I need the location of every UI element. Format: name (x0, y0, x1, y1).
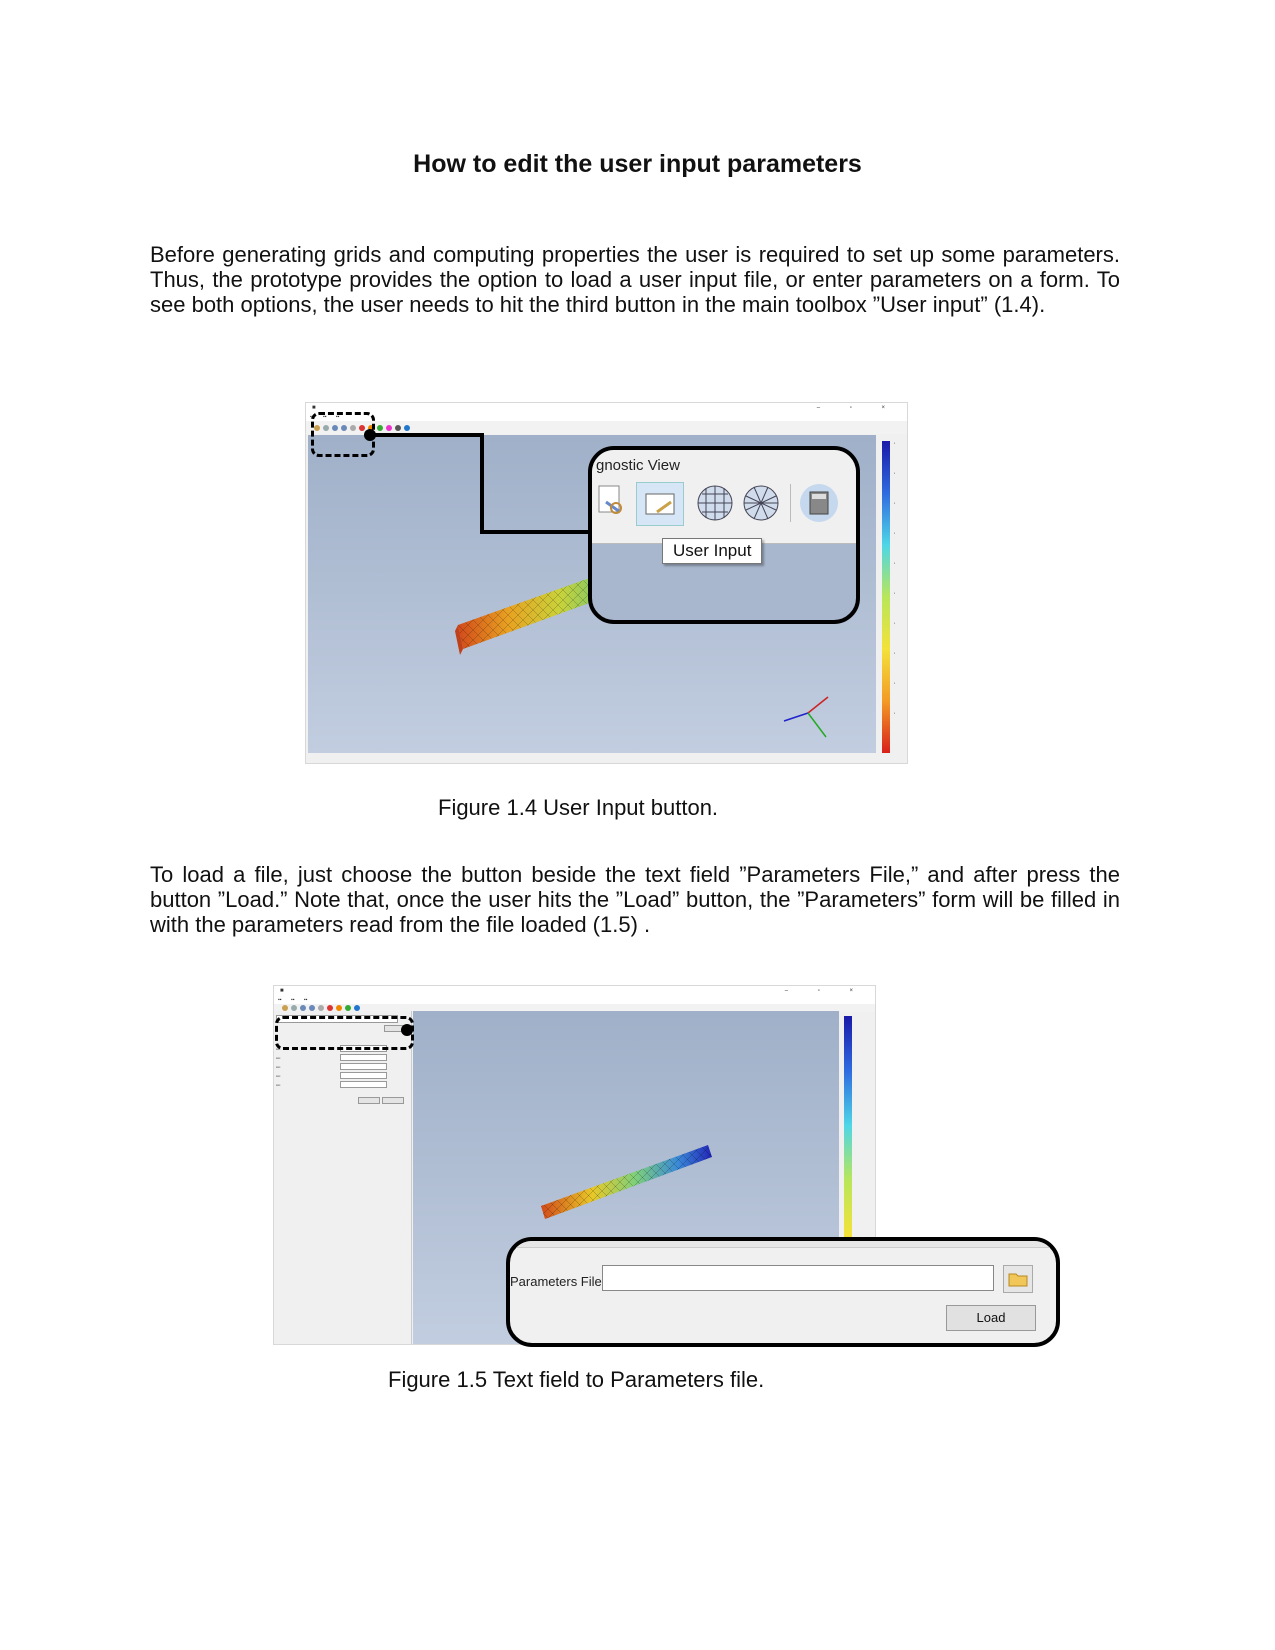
parameters-file-label: Parameters File (510, 1274, 602, 1289)
colorbar-tick-labels: ▪ ▪ ▪ ▪ ▪ ▪ ▪ ▪ ▪ ▪ (894, 441, 896, 715)
parameters-file-highlight-box (275, 1016, 414, 1050)
param-row: ▪▪▪▪ (276, 1056, 281, 1060)
user-input-button[interactable] (636, 482, 684, 526)
open-file-icon (596, 482, 628, 520)
figure-1-caption: Figure 1.4 User Input button. (438, 795, 719, 820)
grid-button[interactable] (696, 484, 734, 527)
tool-icon (327, 1005, 333, 1011)
parameters-file-input[interactable] (602, 1265, 994, 1291)
info-icon (354, 1005, 360, 1011)
param-field (340, 1054, 387, 1061)
mesh-icon (743, 485, 779, 521)
main-toolbar (274, 1004, 875, 1012)
open-file-icon (314, 424, 320, 431)
page-title: How to edit the user input parameters (413, 150, 862, 178)
load-button[interactable]: Load (946, 1305, 1036, 1331)
app-menubar: ▪▪ ▪▪ ▪▪ (274, 996, 875, 1004)
folder-icon (1008, 1273, 1028, 1287)
tool-icon (345, 1005, 351, 1011)
user-input-icon (645, 493, 675, 515)
zoomed-toolbar-callout: gnostic View User Input (588, 446, 860, 624)
browse-button[interactable] (1003, 1265, 1033, 1293)
param-row: ▪▪▪▪ (276, 1047, 281, 1051)
connector-dot (401, 1024, 413, 1036)
grid-icon (300, 1005, 306, 1011)
mesh-render (541, 1145, 712, 1219)
figure-2-caption: Figure 1.5 Text field to Parameters file… (388, 1367, 765, 1392)
app-icon: ■ (312, 405, 316, 411)
mini-ok-button (358, 1097, 380, 1104)
zoomed-toolbar: gnostic View (592, 450, 856, 544)
tool-icon (336, 1005, 342, 1011)
mini-cancel-button (382, 1097, 404, 1104)
tool-icon (359, 424, 365, 431)
tool-icon (368, 424, 374, 431)
scalar-colorbar (882, 441, 890, 753)
mesh-icon (309, 1005, 315, 1011)
menu-item: ▪▪ (278, 997, 282, 1003)
user-input-tooltip: User Input (662, 538, 763, 564)
app-titlebar: ■ – ▫ × (306, 403, 907, 413)
calculator-icon (318, 1005, 324, 1011)
info-icon (404, 424, 410, 431)
tool-icon (386, 424, 392, 431)
app-icon: ■ (280, 988, 284, 994)
axes-gizmo (783, 696, 829, 738)
param-field (340, 1063, 387, 1070)
grid-icon (332, 424, 338, 431)
intro-paragraph: Before generating grids and computing pr… (150, 242, 1120, 317)
main-toolbar (306, 421, 907, 434)
calculator-icon (350, 424, 356, 431)
callout-top-bar (510, 1241, 1056, 1248)
scalar-colorbar (844, 1016, 852, 1344)
mesh-icon (341, 424, 347, 431)
param-row: ▪▪▪▪ (276, 1065, 281, 1069)
menu-item: ▪▪ (322, 414, 327, 420)
mesh-button[interactable] (742, 484, 780, 527)
window-controls: – ▫ × (816, 405, 899, 411)
param-row: ▪▪▪▪ (276, 1074, 281, 1078)
mesh-render (455, 575, 829, 738)
open-file-icon (282, 1005, 288, 1011)
tool-icon (395, 424, 401, 431)
view-panel-header: gnostic View (596, 457, 680, 474)
menu-item: ▪▪ (335, 414, 340, 420)
grid-icon (697, 485, 733, 521)
user-input-icon (323, 424, 329, 431)
toolbar-separator (790, 484, 791, 522)
menu-item: ▪▪ (303, 997, 308, 1003)
load-file-paragraph: To load a file, just choose the button b… (150, 862, 1120, 937)
window-controls: – ▫ × (784, 988, 867, 994)
parameters-side-panel: ▪▪▪▪ ▪▪▪▪ ▪▪▪▪ ▪▪▪▪ ▪▪▪▪ (274, 1011, 412, 1344)
param-field (340, 1072, 387, 1079)
zoomed-parameters-callout: Parameters File Load (506, 1237, 1060, 1347)
calculator-button[interactable] (800, 484, 838, 522)
tool-icon (377, 424, 383, 431)
menu-item: ▪▪ (290, 997, 295, 1003)
param-row: ▪▪▪▪ (276, 1083, 281, 1087)
calculator-icon (809, 491, 829, 515)
app-titlebar: ■ – ▫ × (274, 986, 875, 996)
user-input-icon (291, 1005, 297, 1011)
param-field (340, 1081, 387, 1088)
